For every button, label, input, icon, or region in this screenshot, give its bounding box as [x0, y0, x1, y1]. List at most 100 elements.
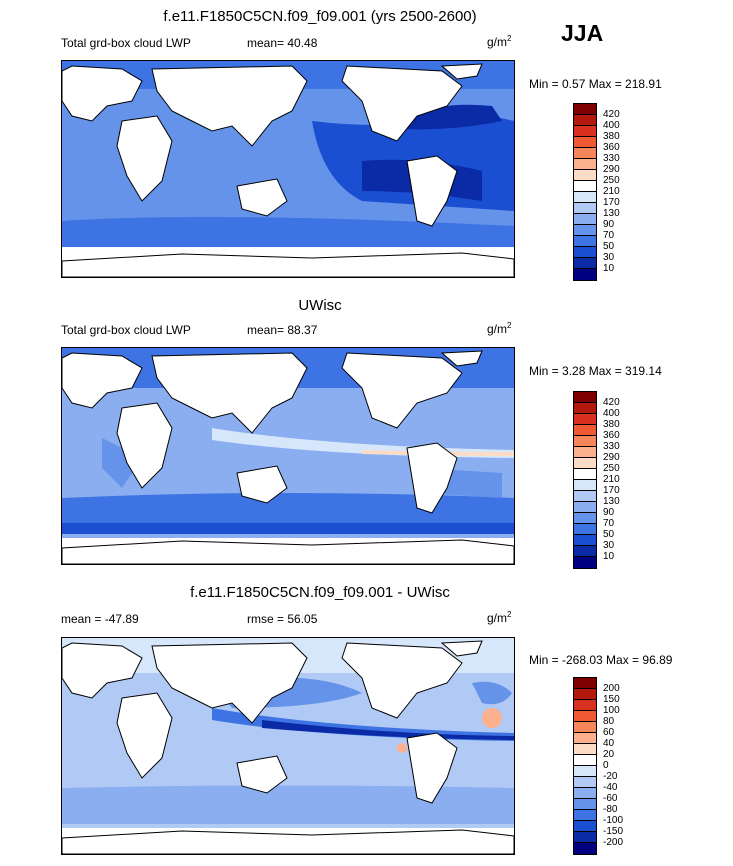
colorbar-tick-label: 70	[603, 518, 615, 529]
panel2-colorbar	[573, 391, 597, 569]
colorbar-tick-label: 420	[603, 397, 620, 408]
panel3-map	[61, 637, 515, 855]
colorbar-tick-label: 360	[603, 142, 620, 153]
colorbar-tick-label: 360	[603, 430, 620, 441]
colorbar-cell	[574, 832, 596, 843]
colorbar-tick-label: 90	[603, 507, 615, 518]
panel1-mean-label: mean= 40.48	[247, 36, 318, 50]
panel3-colorbar	[573, 677, 597, 855]
colorbar-cell	[574, 766, 596, 777]
colorbar-tick-label: 400	[603, 120, 620, 131]
colorbar-cell	[574, 159, 596, 170]
colorbar-cell	[574, 126, 596, 137]
colorbar-cell	[574, 788, 596, 799]
panel3-rmse-label: rmse = 56.05	[247, 612, 318, 626]
colorbar-cell	[574, 535, 596, 546]
colorbar-cell	[574, 821, 596, 832]
colorbar-tick-label: 210	[603, 474, 620, 485]
panel3-map-svg	[62, 638, 514, 854]
colorbar-tick-label: 290	[603, 164, 620, 175]
colorbar-cell	[574, 799, 596, 810]
panel1-map	[61, 60, 515, 278]
colorbar-cell	[574, 403, 596, 414]
season-label: JJA	[561, 20, 604, 46]
colorbar-cell	[574, 557, 596, 568]
colorbar-tick-label: 380	[603, 131, 620, 142]
colorbar-cell	[574, 269, 596, 280]
panel1-field-label: Total grd-box cloud LWP	[61, 36, 191, 50]
colorbar-tick-label: 50	[603, 529, 615, 540]
colorbar-tick-label: -60	[603, 793, 618, 804]
colorbar-tick-label: -200	[603, 837, 624, 848]
panel1-map-svg	[62, 61, 514, 277]
colorbar-cell	[574, 678, 596, 689]
colorbar-cell	[574, 458, 596, 469]
colorbar-cell	[574, 546, 596, 557]
panel3-minmax-label: Min = -268.03 Max = 96.89	[529, 653, 673, 667]
colorbar-cell	[574, 414, 596, 425]
colorbar-cell	[574, 689, 596, 700]
colorbar-tick-label: 250	[603, 463, 620, 474]
colorbar-tick-label: 130	[603, 208, 620, 219]
colorbar-tick-label: 0	[603, 760, 609, 771]
colorbar-tick-label: 170	[603, 197, 620, 208]
colorbar-cell	[574, 777, 596, 788]
colorbar-tick-label: 150	[603, 694, 620, 705]
colorbar-cell	[574, 502, 596, 513]
colorbar-cell	[574, 491, 596, 502]
panel2-minmax-label: Min = 3.28 Max = 319.14	[529, 364, 662, 378]
colorbar-tick-label: -100	[603, 815, 624, 826]
panel2-field-label: Total grd-box cloud LWP	[61, 323, 191, 337]
colorbar-cell	[574, 258, 596, 269]
colorbar-tick-label: 70	[603, 230, 615, 241]
panel2-map	[61, 347, 515, 565]
panel3-title: f.e11.F1850C5CN.f09_f09.001 - UWisc	[190, 584, 450, 601]
colorbar-tick-label: 60	[603, 727, 615, 738]
colorbar-cell	[574, 843, 596, 854]
colorbar-cell	[574, 733, 596, 744]
colorbar-cell	[574, 236, 596, 247]
colorbar-tick-label: -80	[603, 804, 618, 815]
colorbar-tick-label: 420	[603, 109, 620, 120]
colorbar-tick-label: -20	[603, 771, 618, 782]
panel2-map-svg	[62, 348, 514, 564]
colorbar-tick-label: 50	[603, 241, 615, 252]
panel1-units-label: g/m2	[487, 34, 512, 49]
colorbar-cell	[574, 170, 596, 181]
colorbar-cell	[574, 524, 596, 535]
colorbar-cell	[574, 247, 596, 258]
colorbar-cell	[574, 214, 596, 225]
colorbar-tick-label: 400	[603, 408, 620, 419]
colorbar-tick-label: 380	[603, 419, 620, 430]
colorbar-cell	[574, 148, 596, 159]
colorbar-cell	[574, 104, 596, 115]
colorbar-tick-label: -40	[603, 782, 618, 793]
colorbar-tick-label: 210	[603, 186, 620, 197]
colorbar-cell	[574, 700, 596, 711]
colorbar-tick-label: 20	[603, 749, 615, 760]
colorbar-tick-label: 130	[603, 496, 620, 507]
colorbar-cell	[574, 115, 596, 126]
colorbar-cell	[574, 480, 596, 491]
colorbar-tick-label: 200	[603, 683, 620, 694]
colorbar-tick-label: 10	[603, 263, 615, 274]
panel3-units-label: g/m2	[487, 610, 512, 625]
colorbar-tick-label: 10	[603, 551, 615, 562]
panel1-title: f.e11.F1850C5CN.f09_f09.001 (yrs 2500-26…	[163, 8, 477, 25]
panel2-mean-label: mean= 88.37	[247, 323, 318, 337]
colorbar-cell	[574, 469, 596, 480]
colorbar-tick-label: 250	[603, 175, 620, 186]
colorbar-cell	[574, 181, 596, 192]
colorbar-cell	[574, 810, 596, 821]
colorbar-tick-label: -150	[603, 826, 624, 837]
colorbar-tick-label: 90	[603, 219, 615, 230]
colorbar-cell	[574, 425, 596, 436]
colorbar-cell	[574, 755, 596, 766]
colorbar-tick-label: 30	[603, 540, 615, 551]
colorbar-tick-label: 170	[603, 485, 620, 496]
colorbar-cell	[574, 192, 596, 203]
panel3-mean-label: mean = -47.89	[61, 612, 139, 626]
colorbar-tick-label: 330	[603, 441, 620, 452]
colorbar-cell	[574, 711, 596, 722]
colorbar-cell	[574, 392, 596, 403]
